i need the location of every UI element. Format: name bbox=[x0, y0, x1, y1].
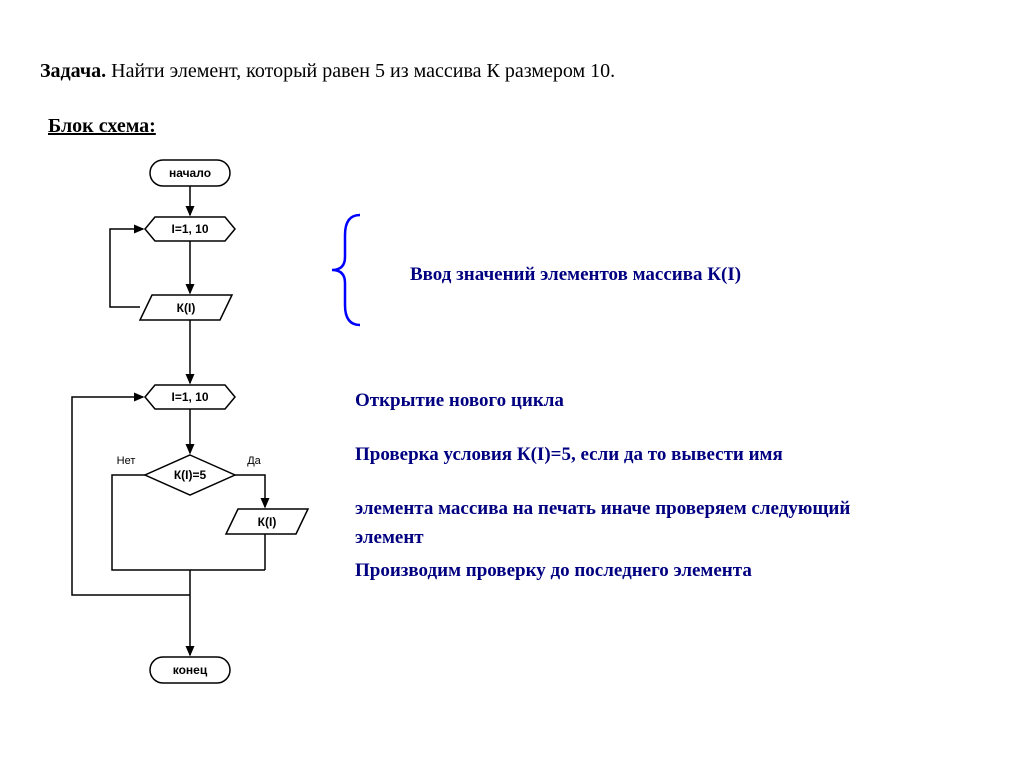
loop2-label: I=1, 10 bbox=[171, 390, 208, 404]
annotation-4: элемента массива на печать иначе проверя… bbox=[355, 494, 915, 553]
annotation-1: Ввод значений элементов массива К(I) bbox=[410, 260, 741, 289]
no-label: Нет bbox=[117, 455, 136, 467]
task-text: Найти элемент, который равен 5 из массив… bbox=[106, 60, 615, 82]
io1-label: К(I) bbox=[177, 301, 196, 315]
loop1-label: I=1, 10 bbox=[171, 222, 208, 236]
task-label: Задача. bbox=[40, 60, 106, 82]
flowchart-svg: начало I=1, 10 К(I) I=1, 10 К(I)=5 Да Не… bbox=[40, 155, 370, 725]
edge-merge-loop2-back bbox=[72, 397, 190, 595]
annotation-3: Проверка условия К(I)=5, если да то выве… bbox=[355, 440, 783, 469]
yes-label: Да bbox=[247, 455, 261, 467]
edge-decision-yes bbox=[235, 475, 265, 507]
annotation-5: Производим проверку до последнего элемен… bbox=[355, 556, 752, 585]
task-line: Задача. Найти элемент, который равен 5 и… bbox=[40, 60, 615, 83]
edge-io1-loop1-back bbox=[110, 229, 143, 307]
io2-label: К(I) bbox=[258, 515, 277, 529]
section-title: Блок схема: bbox=[48, 115, 156, 138]
annotation-2: Открытие нового цикла bbox=[355, 386, 564, 415]
decision-label: К(I)=5 bbox=[174, 468, 207, 482]
start-label: начало bbox=[169, 166, 211, 180]
end-label: конец bbox=[173, 663, 208, 677]
brace-icon bbox=[332, 215, 360, 325]
